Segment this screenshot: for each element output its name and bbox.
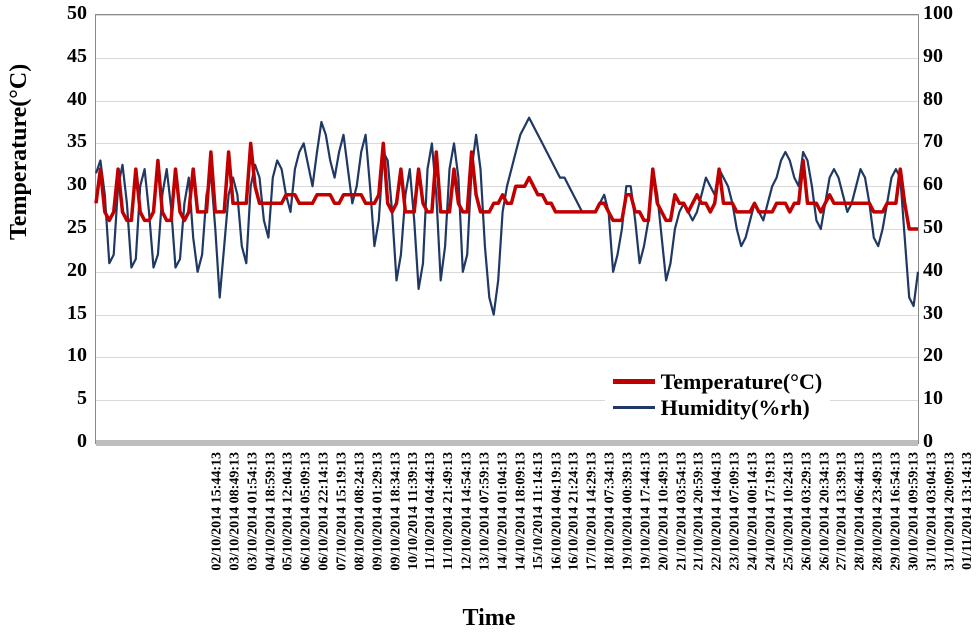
x-tick: 21/10/2014 03:54:13 — [674, 452, 690, 571]
x-tick: 16/10/2014 21:24:13 — [567, 452, 583, 571]
x-tick: 07/10/2014 15:19:13 — [335, 452, 351, 571]
x-tick: 03/10/2014 01:54:13 — [245, 452, 261, 571]
legend-swatch-humidity — [613, 406, 655, 409]
y2-tick: 30 — [923, 302, 973, 325]
y2-tick: 0 — [923, 430, 973, 453]
x-tick: 30/10/2014 09:59:13 — [907, 452, 923, 571]
x-tick: 14/10/2014 18:09:13 — [513, 452, 529, 571]
legend-label-humidity: Humidity(%rh) — [661, 395, 810, 421]
x-tick: 09/10/2014 18:34:13 — [388, 452, 404, 571]
x-tick: 11/10/2014 21:49:13 — [441, 452, 457, 570]
x-tick: 13/10/2014 07:59:13 — [478, 452, 494, 571]
x-tick: 24/10/2014 17:19:13 — [764, 452, 780, 571]
x-tick: 09/10/2014 01:29:13 — [370, 452, 386, 571]
y2-tick: 60 — [923, 173, 973, 196]
y1-tick: 10 — [47, 344, 87, 367]
y2-tick: 40 — [923, 259, 973, 282]
y1-tick: 30 — [47, 173, 87, 196]
legend-item-temperature: Temperature(°C) — [613, 369, 823, 395]
x-tick: 06/10/2014 05:09:13 — [299, 452, 315, 571]
y1-tick: 35 — [47, 130, 87, 153]
y1-tick: 50 — [47, 2, 87, 25]
x-tick: 03/10/2014 08:49:13 — [227, 452, 243, 571]
y2-tick: 90 — [923, 45, 973, 68]
y1-tick: 25 — [47, 216, 87, 239]
x-tick: 15/10/2014 11:14:13 — [530, 452, 546, 570]
y1-tick: 45 — [47, 45, 87, 68]
x-axis-label: Time — [0, 605, 978, 632]
x-tick: 28/10/2014 06:44:13 — [853, 452, 869, 571]
y2-tick: 50 — [923, 216, 973, 239]
x-tick: 02/10/2014 15:44:13 — [210, 452, 226, 571]
x-tick: 23/10/2014 07:09:13 — [728, 452, 744, 571]
x-tick: 21/10/2014 20:59:13 — [692, 452, 708, 571]
x-tick: 06/10/2014 22:14:13 — [317, 452, 333, 571]
x-tick: 29/10/2014 16:54:13 — [889, 452, 905, 571]
x-tick: 17/10/2014 14:29:13 — [585, 452, 601, 571]
x-tick: 20/10/2014 10:49:13 — [656, 452, 672, 571]
series-humidity — [96, 118, 918, 315]
legend-swatch-temperature — [613, 379, 655, 384]
y1-tick: 40 — [47, 88, 87, 111]
x-tick: 19/10/2014 17:44:13 — [638, 452, 654, 571]
x-tick: 08/10/2014 08:24:13 — [353, 452, 369, 571]
x-tick: 11/10/2014 04:44:13 — [423, 452, 439, 570]
y2-tick: 100 — [923, 2, 973, 25]
x-tick: 19/10/2014 00:39:13 — [621, 452, 637, 571]
x-tick: 24/10/2014 00:14:13 — [746, 452, 762, 571]
y1-tick: 0 — [47, 430, 87, 453]
x-tick: 26/10/2014 03:29:13 — [799, 452, 815, 571]
y2-tick: 20 — [923, 344, 973, 367]
y2-tick: 80 — [923, 88, 973, 111]
x-tick: 14/10/2014 01:04:13 — [496, 452, 512, 571]
y1-axis-label: Temperature(°C) — [6, 64, 33, 240]
x-tick: 25/10/2014 10:24:13 — [781, 452, 797, 571]
x-tick: 04/10/2014 18:59:13 — [263, 452, 279, 571]
x-tick: 31/10/2014 20:09:13 — [942, 452, 958, 571]
x-tick: 26/10/2014 20:34:13 — [817, 452, 833, 571]
x-tick: 01/11/2014 13:14:13 — [959, 452, 975, 570]
x-tick: 16/10/2014 04:19:13 — [549, 452, 565, 571]
x-tick: 18/10/2014 07:34:13 — [603, 452, 619, 571]
legend-item-humidity: Humidity(%rh) — [613, 395, 823, 421]
x-tick: 28/10/2014 23:49:13 — [871, 452, 887, 571]
dual-axis-time-series-chart: Temperature(°C) Humidity(%rh) Time 0 5 10 1… — [0, 0, 978, 640]
legend-label-temperature: Temperature(°C) — [661, 369, 823, 395]
y1-tick: 20 — [47, 259, 87, 282]
legend: Temperature(°C) Humidity(%rh) — [605, 365, 831, 425]
x-tick: 10/10/2014 11:39:13 — [405, 452, 421, 570]
y2-tick: 10 — [923, 387, 973, 410]
x-tick: 31/10/2014 03:04:13 — [924, 452, 940, 571]
x-tick: 05/10/2014 12:04:13 — [281, 452, 297, 571]
x-tick: 12/10/2014 14:54:13 — [460, 452, 476, 571]
y2-tick: 70 — [923, 130, 973, 153]
y1-tick: 5 — [47, 387, 87, 410]
y1-tick: 15 — [47, 302, 87, 325]
x-tick: 22/10/2014 14:04:13 — [710, 452, 726, 571]
x-tick: 27/10/2014 13:39:13 — [835, 452, 851, 571]
